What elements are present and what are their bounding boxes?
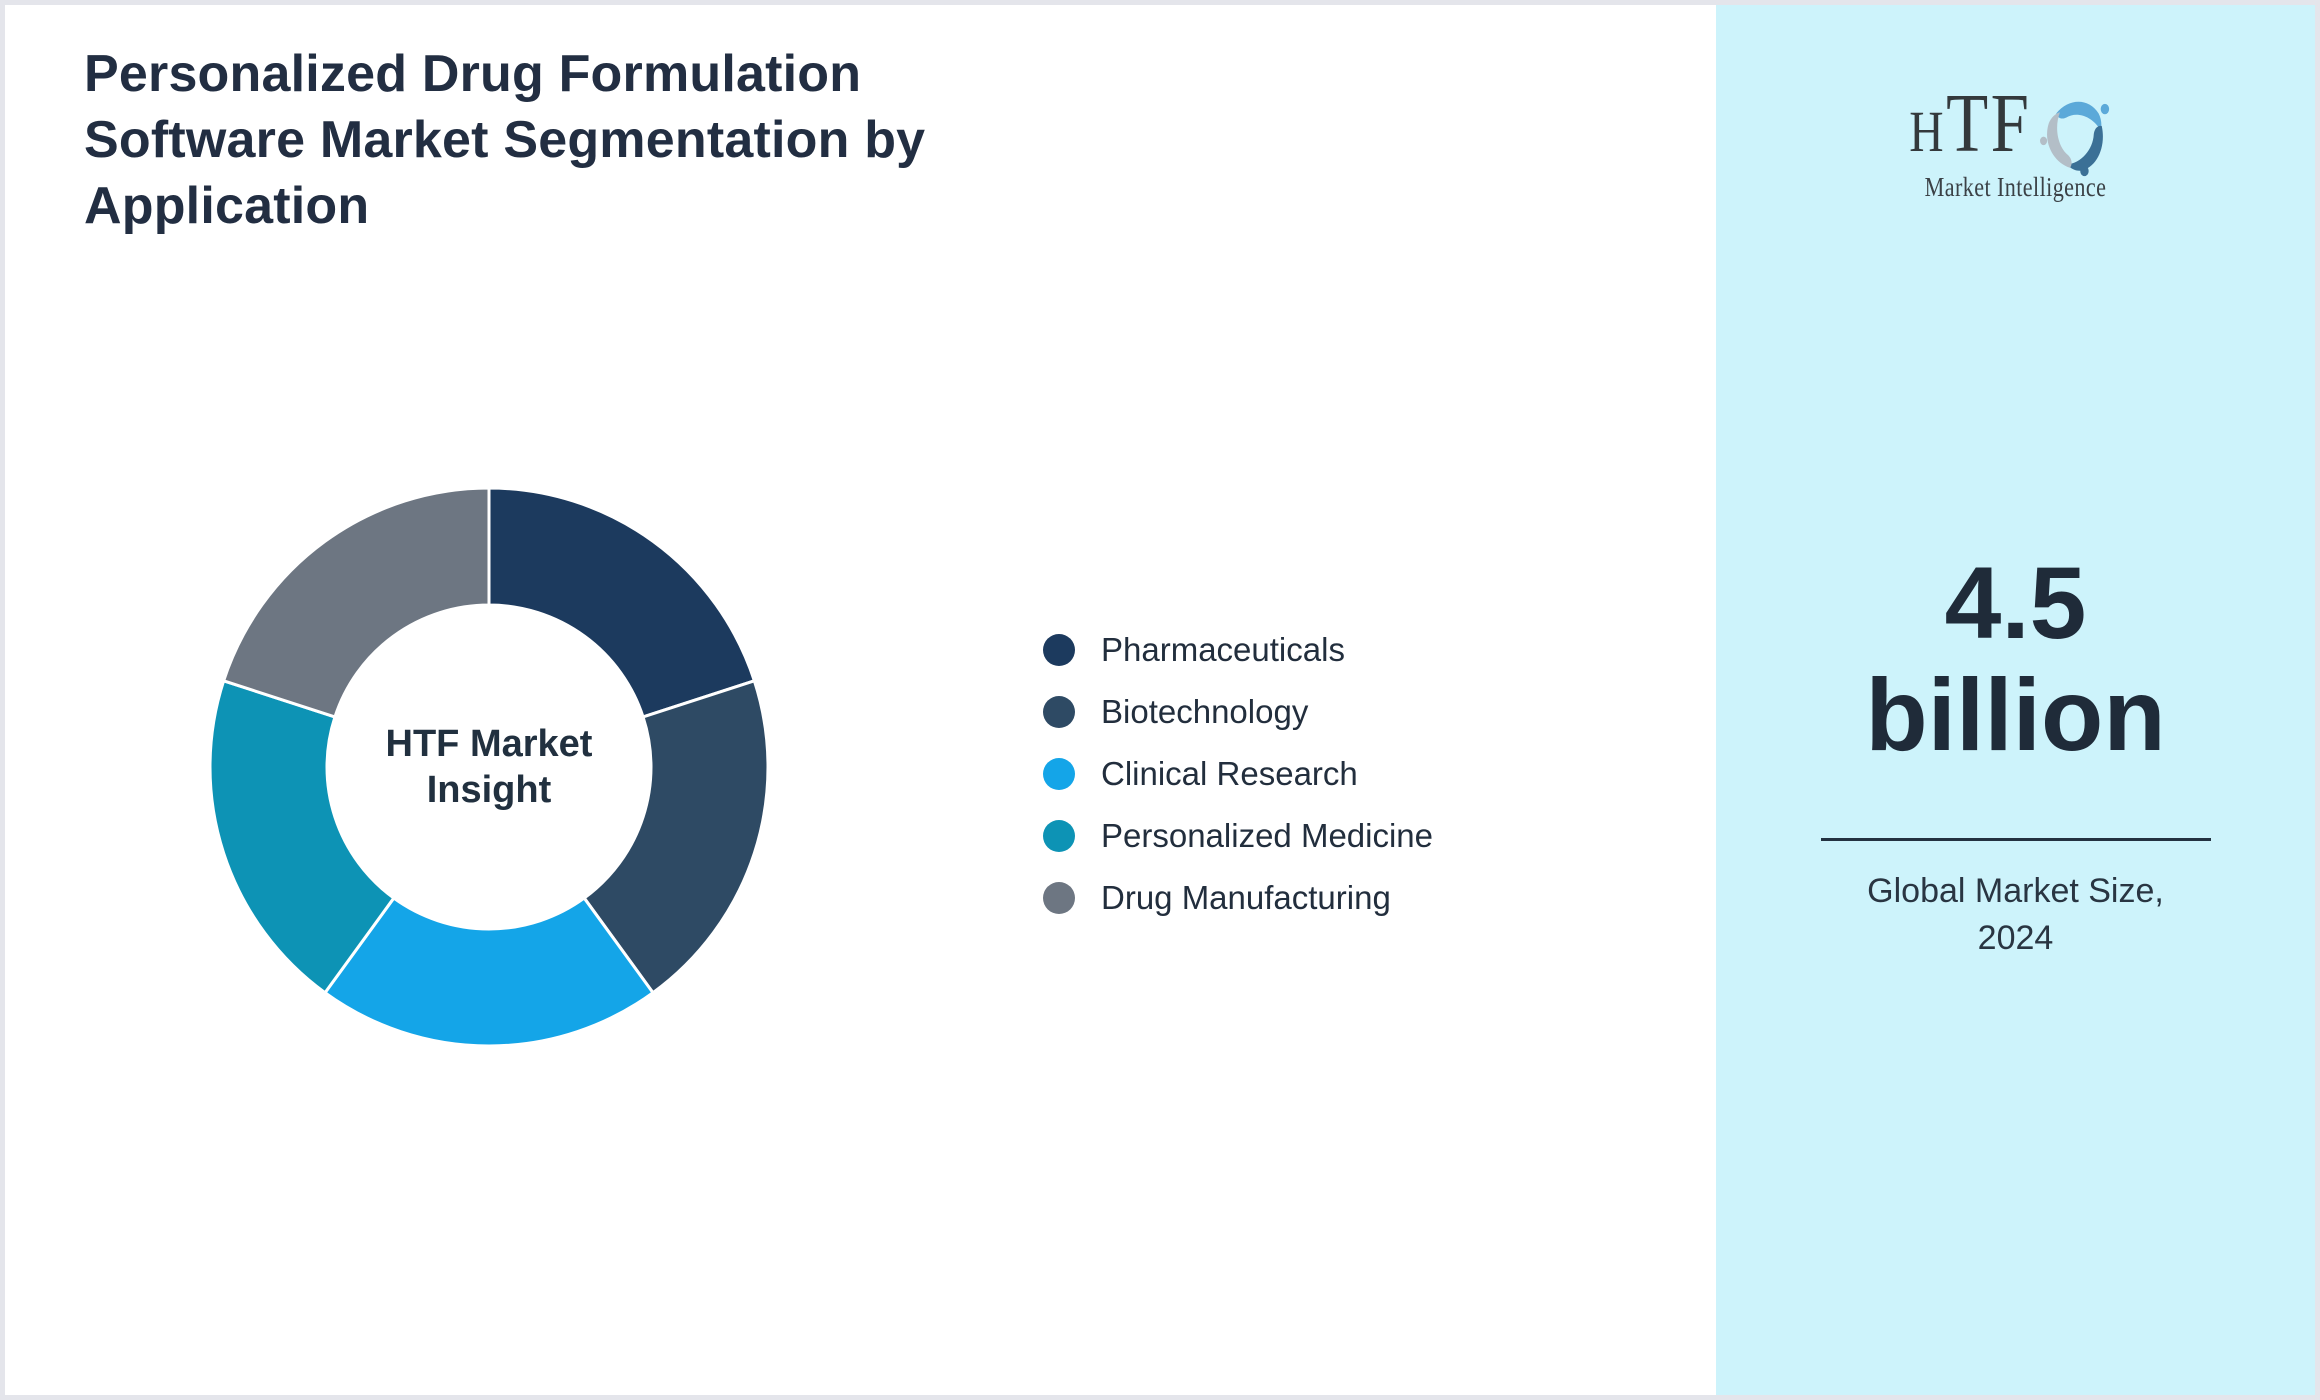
market-size-caption-line2: 2024: [1977, 919, 2054, 957]
legend-color-dot-icon: [1043, 634, 1075, 666]
market-size-caption: Global Market Size, 2024: [1716, 868, 2315, 962]
legend-item-personalized-medicine: Personalized Medicine: [1043, 817, 1434, 854]
donut-segment-biotechnology: [582, 679, 770, 995]
legend-item-pharmaceuticals: Pharmaceuticals: [1043, 631, 1433, 668]
donut-segment-drug-manufacturing: [222, 486, 491, 719]
page-title: Personalized Drug Formulation Software M…: [84, 45, 926, 235]
legend-label: Pharmaceuticals: [1101, 631, 1345, 668]
legend-color-dot-icon: [1043, 696, 1075, 728]
market-size-panel: H TF: [1716, 5, 2315, 1395]
legend-color-dot-icon: [1043, 882, 1075, 914]
legend-label: Personalized Medicine: [1101, 817, 1434, 854]
legend-color-dot-icon: [1043, 758, 1075, 790]
legend-item-clinical-research: Clinical Research: [1043, 755, 1433, 792]
logo-subtitle: Market Intelligence: [1924, 172, 2107, 202]
market-size-value-number: 4.5: [1944, 546, 2087, 660]
market-size-caption-line1: Global Market Size,: [1867, 872, 2164, 910]
donut-segment-personalized-medicine: [208, 679, 396, 995]
donut-segment-clinical-research: [323, 896, 655, 1048]
legend-item-drug-manufacturing: Drug Manufacturing: [1043, 879, 1433, 916]
market-size-value: 4.5 billion: [1716, 547, 2315, 771]
donut-chart: HTF Market Insight: [208, 486, 770, 1048]
legend-label: Drug Manufacturing: [1101, 879, 1391, 916]
htf-logo: H TF: [1716, 75, 2315, 203]
divider-line: [1820, 838, 2211, 841]
donut-segment-pharmaceuticals: [487, 486, 756, 719]
logo-text-h: H: [1909, 99, 1947, 164]
legend-item-biotechnology: Biotechnology: [1043, 693, 1433, 730]
dolphin-swirl-icon: [2039, 101, 2110, 176]
content-area: Personalized Drug Formulation Software M…: [5, 5, 2315, 1395]
legend-label: Biotechnology: [1101, 693, 1309, 730]
legend-color-dot-icon: [1043, 820, 1075, 852]
legend-label: Clinical Research: [1101, 755, 1358, 792]
logo-row: H TF: [1909, 75, 2121, 176]
donut-chart-svg: [208, 486, 770, 1048]
logo-text-tf: TF: [1946, 77, 2032, 170]
chart-center-label: HTF Market Insight: [385, 723, 593, 811]
chart-legend: Pharmaceuticals Biotechnology Clinical Res…: [1043, 631, 1434, 916]
market-size-value-unit: billion: [1865, 658, 2166, 772]
